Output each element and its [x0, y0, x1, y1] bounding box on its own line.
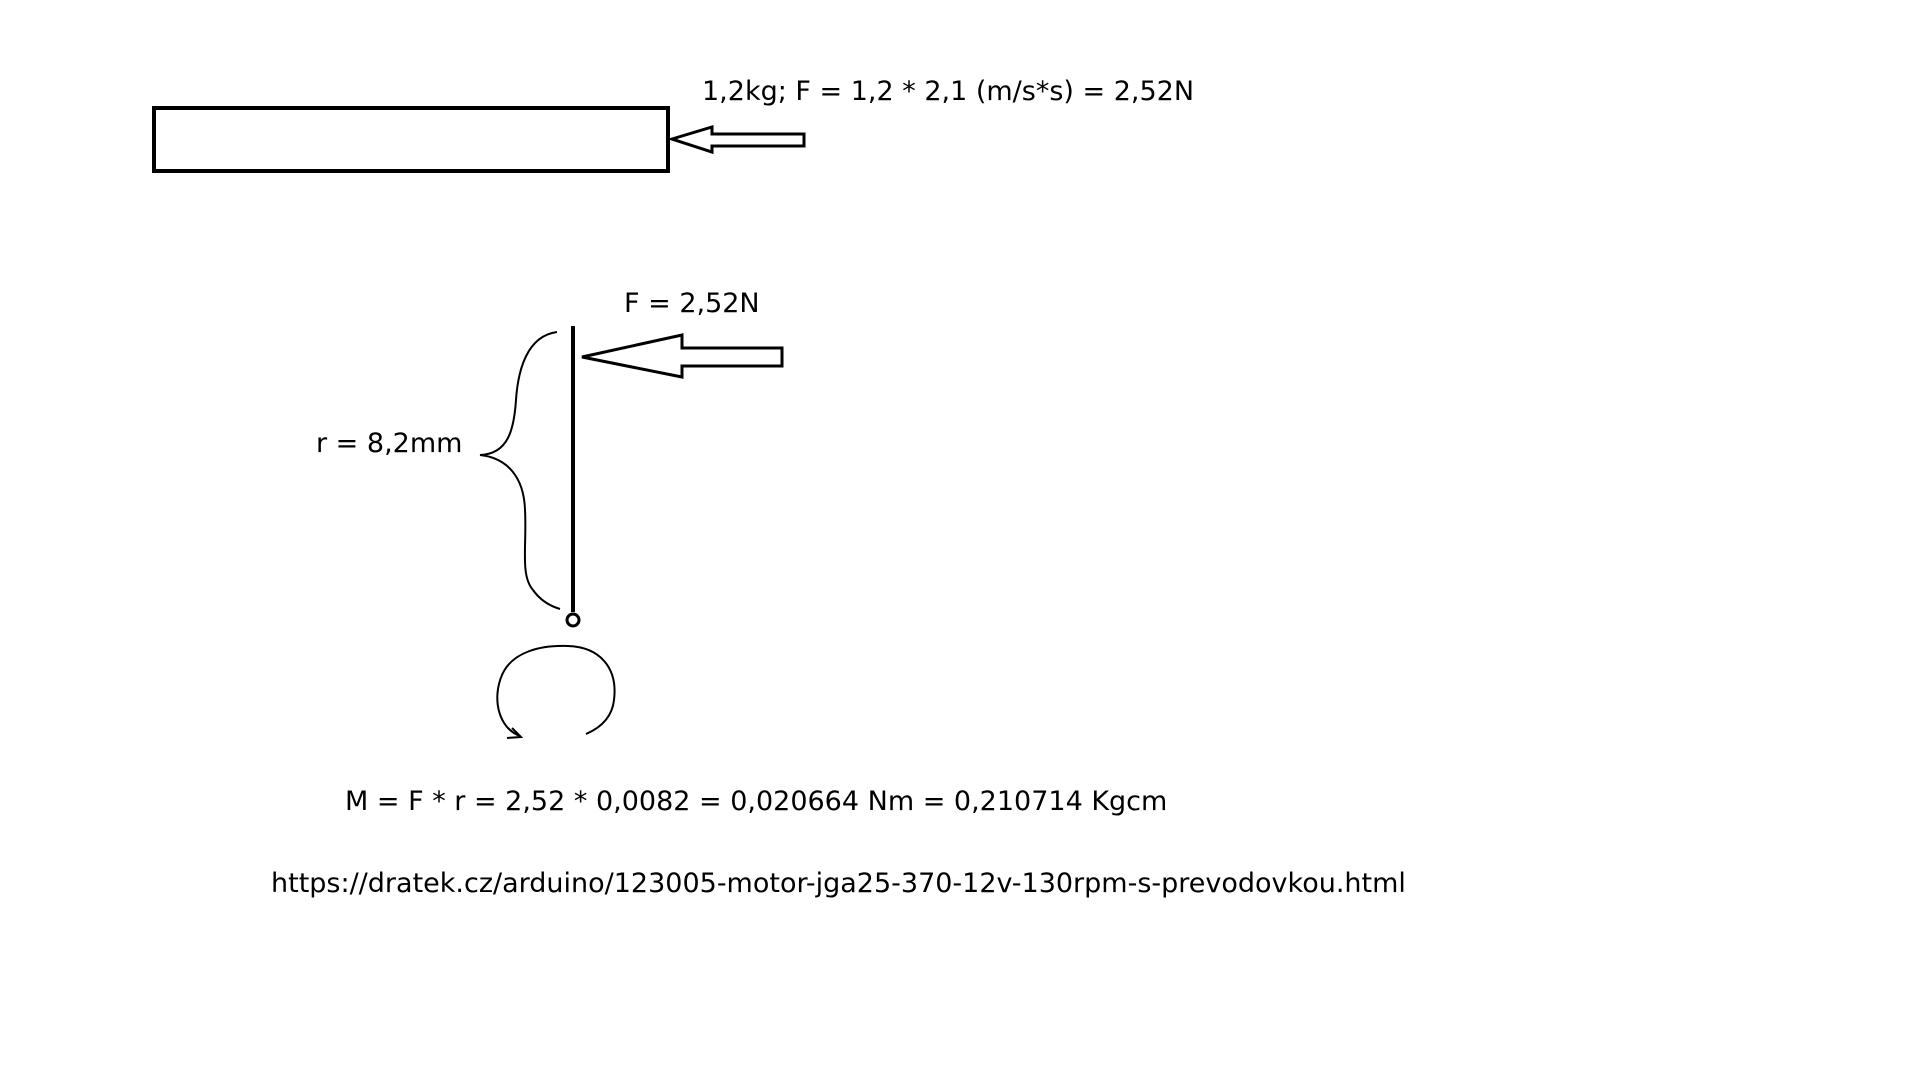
product-url-text: https://dratek.cz/arduino/123005-motor-j… — [271, 868, 1406, 899]
rotation-arrow — [496, 644, 616, 737]
pivot-point — [565, 612, 581, 628]
radius-brace — [479, 331, 561, 610]
rotation-arrowhead — [506, 727, 524, 739]
torque-calculation-text: M = F * r = 2,52 * 0,0082 = 0,020664 Nm … — [345, 786, 1168, 817]
force-calculation-text: 1,2kg; F = 1,2 * 2,1 (m/s*s) = 2,52N — [702, 76, 1195, 107]
force-arrow-top — [666, 124, 806, 155]
radius-label: r = 8,2mm — [316, 428, 463, 459]
force-arrow-lever — [581, 333, 784, 379]
load-bar — [152, 106, 670, 173]
force-label: F = 2,52N — [624, 288, 760, 319]
